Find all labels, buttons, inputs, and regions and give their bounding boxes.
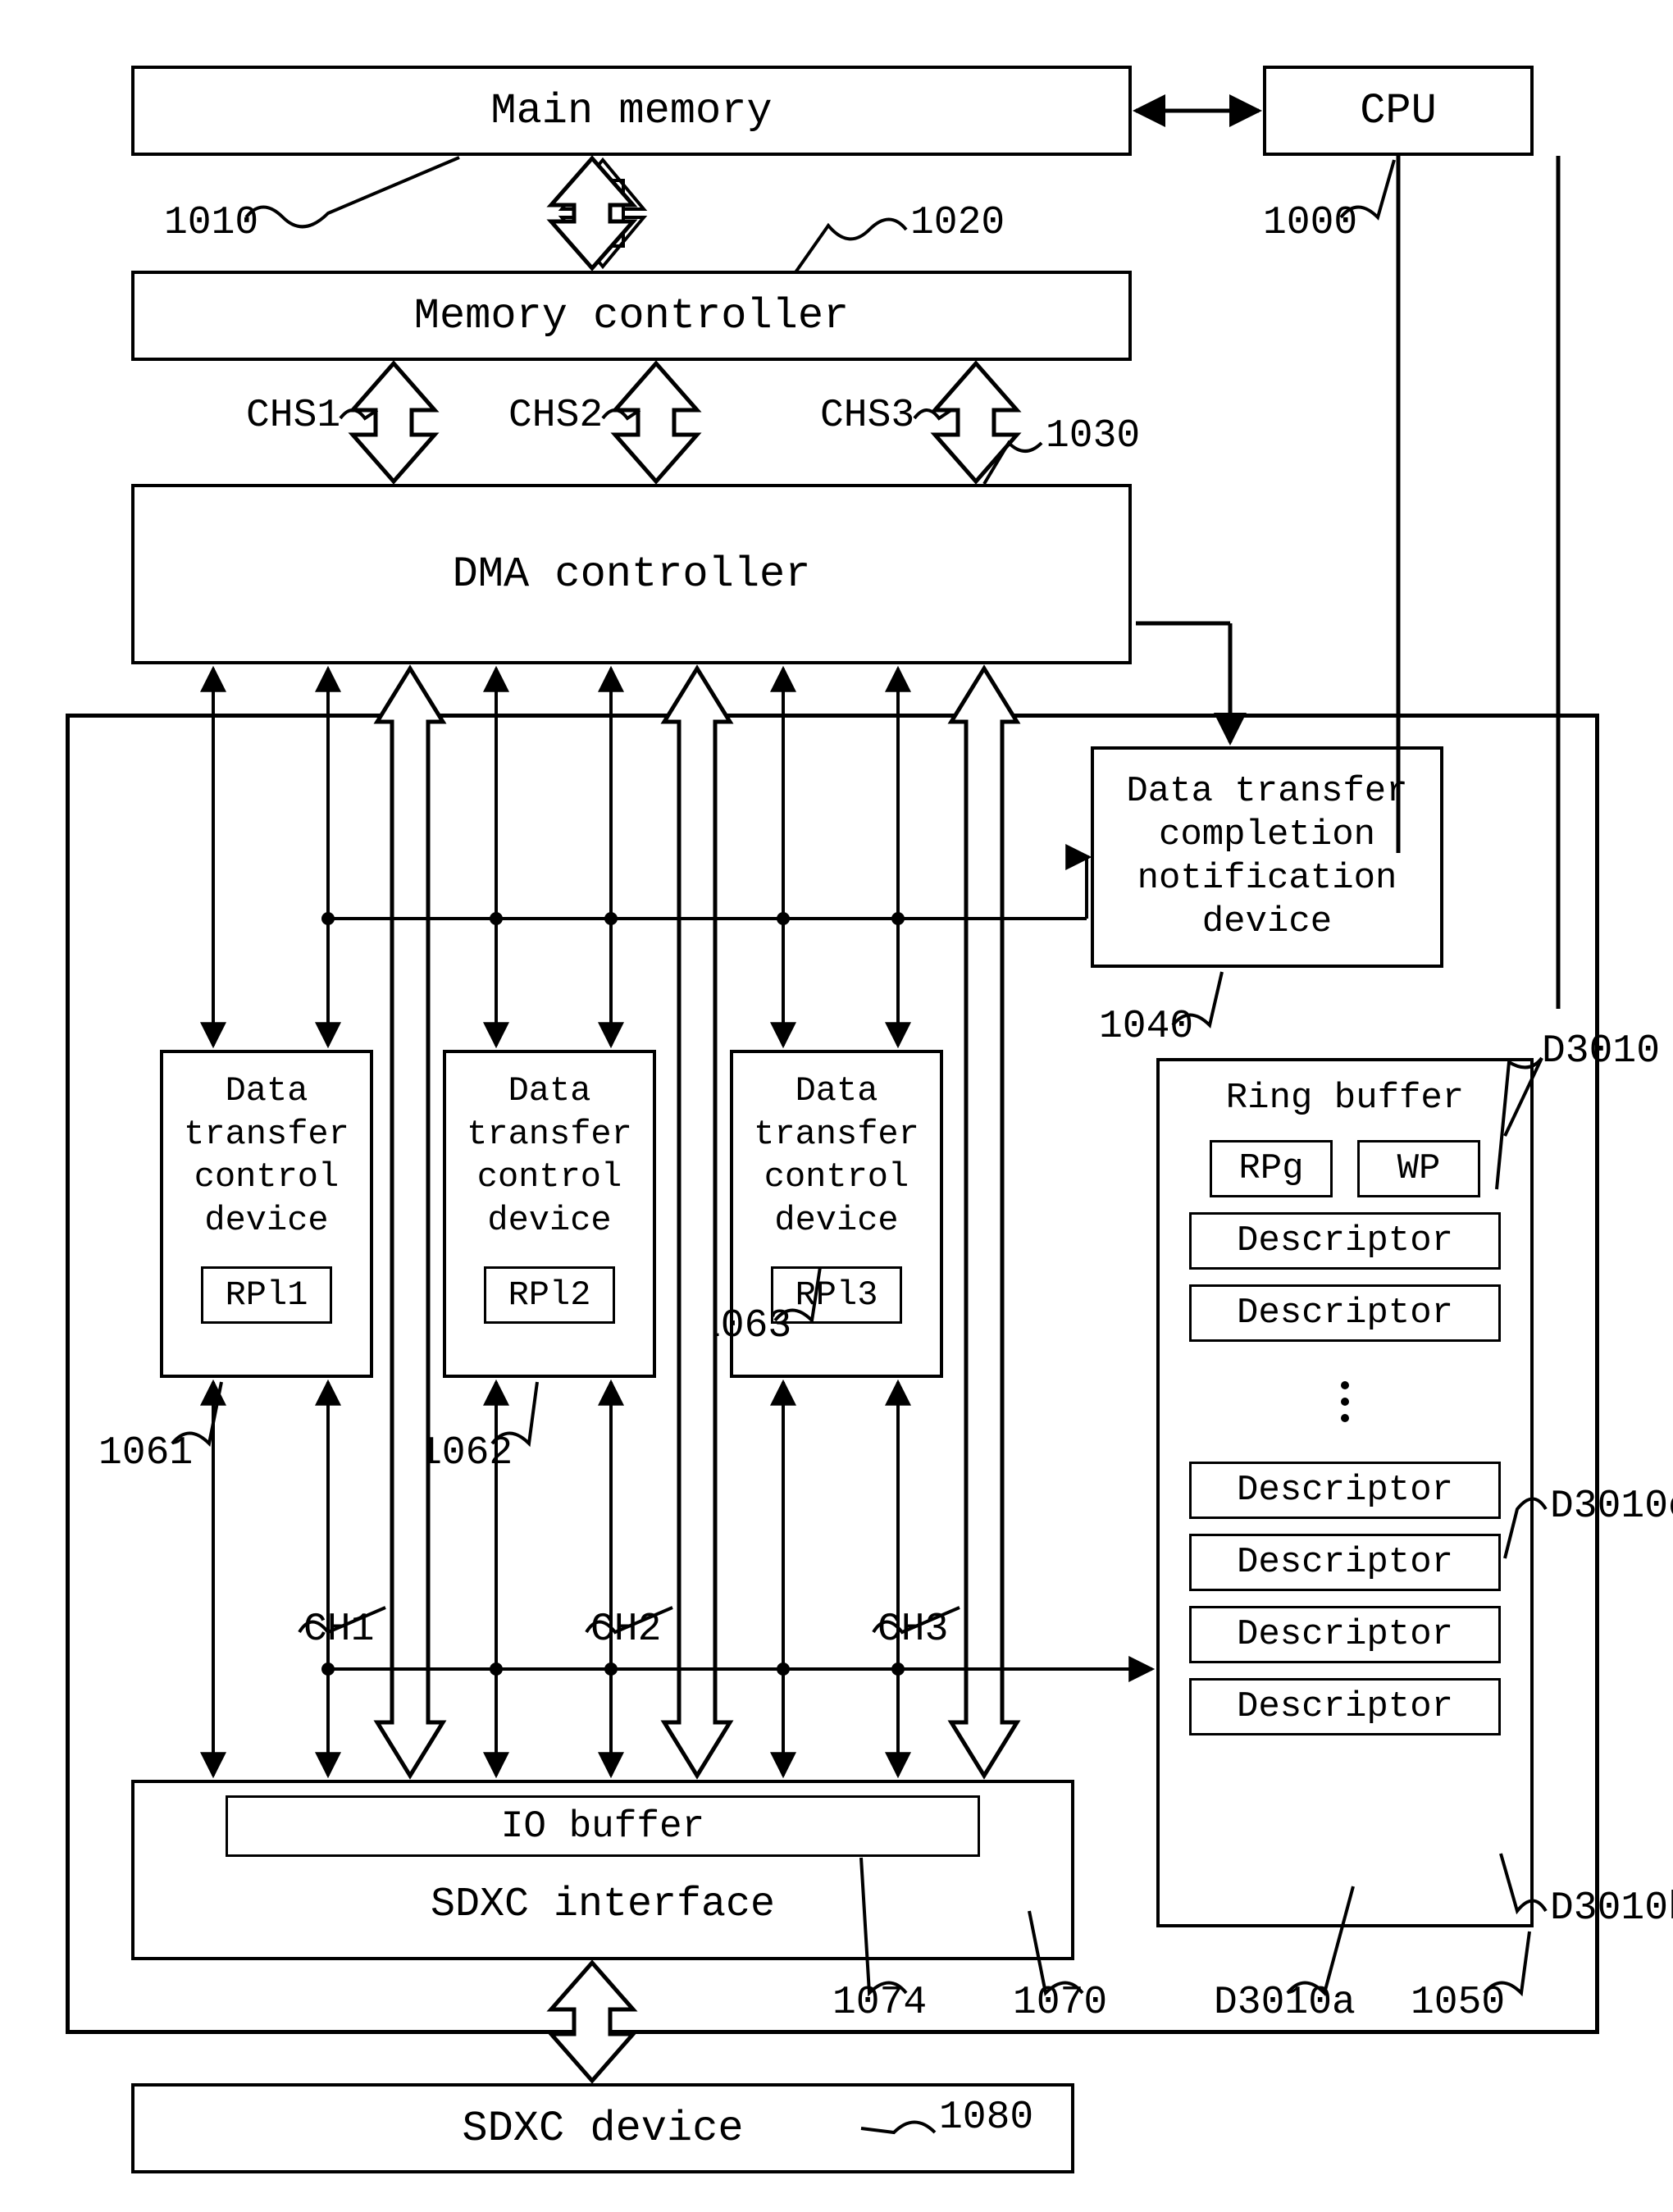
- dtcd-2-label: Data transfer control device: [467, 1070, 632, 1242]
- io-buffer-box: IO buffer: [226, 1795, 980, 1857]
- ref-D3010c: D3010c: [1550, 1485, 1673, 1529]
- dma-controller-label: DMA controller: [453, 550, 811, 599]
- ring-buffer-label: Ring buffer: [1226, 1078, 1464, 1119]
- rpl2-label: RPl2: [508, 1274, 591, 1317]
- ref-1000: 1000: [1263, 201, 1357, 245]
- sdxc-interface-box: IO buffer SDXC interface: [131, 1780, 1074, 1960]
- ch3-label: CH3: [878, 1608, 948, 1652]
- ref-1061: 1061: [98, 1431, 193, 1475]
- ellipsis-dots: [1341, 1381, 1349, 1422]
- ref-1010: 1010: [164, 201, 258, 245]
- ref-1070: 1070: [1013, 1981, 1107, 2025]
- ref-D3010a: D3010a: [1214, 1981, 1356, 2025]
- ref-D3010b: D3010b: [1550, 1886, 1673, 1931]
- ref-D3010: D3010: [1542, 1029, 1660, 1074]
- main-memory-box: Main memory: [131, 66, 1132, 156]
- dtcd-1-box: Data transfer control device RPl1: [160, 1050, 373, 1378]
- cpu-box: CPU: [1263, 66, 1534, 156]
- sdxc-device-label: SDXC device: [462, 2105, 743, 2153]
- chs3-label: CHS3: [820, 394, 914, 438]
- ref-1020: 1020: [910, 201, 1005, 245]
- memory-controller-box: Memory controller: [131, 271, 1132, 361]
- rpl1-box: RPl1: [201, 1266, 332, 1324]
- descriptor-box-6: Descriptor: [1189, 1678, 1501, 1735]
- ref-1074: 1074: [832, 1981, 927, 2025]
- rpl1-label: RPl1: [226, 1274, 308, 1317]
- memory-controller-label: Memory controller: [414, 292, 850, 340]
- dtcd-2-box: Data transfer control device RPl2: [443, 1050, 656, 1378]
- descriptor-box-3: Descriptor: [1189, 1462, 1501, 1519]
- cpu-label: CPU: [1360, 87, 1437, 135]
- ref-1063: 1063: [697, 1304, 791, 1348]
- wp-box: WP: [1357, 1140, 1480, 1197]
- notification-device-box: Data transfer completion notification de…: [1091, 746, 1443, 968]
- ref-1040: 1040: [1099, 1005, 1193, 1049]
- chs2-label: CHS2: [508, 394, 603, 438]
- sdxc-interface-label: SDXC interface: [431, 1881, 775, 1928]
- dtcd-1-label: Data transfer control device: [184, 1070, 349, 1242]
- sdxc-device-box: SDXC device: [131, 2083, 1074, 2173]
- diagram-canvas: Main memory CPU Memory controller DMA co…: [0, 0, 1673, 2212]
- descriptor-box-1: Descriptor: [1189, 1212, 1501, 1270]
- ref-1062: 1062: [418, 1431, 513, 1475]
- dtcd-3-label: Data transfer control device: [754, 1070, 919, 1242]
- ring-buffer-box: Ring buffer RPg WP Descriptor Descriptor…: [1156, 1058, 1534, 1927]
- ch1-label: CH1: [303, 1608, 374, 1652]
- rpg-box: RPg: [1210, 1140, 1333, 1197]
- descriptor-box-2: Descriptor: [1189, 1284, 1501, 1342]
- ch2-label: CH2: [590, 1608, 661, 1652]
- notification-device-label: Data transfer completion notification de…: [1126, 770, 1407, 943]
- ref-1030: 1030: [1046, 414, 1140, 458]
- ref-1050: 1050: [1411, 1981, 1505, 2025]
- descriptor-box-5: Descriptor: [1189, 1606, 1501, 1663]
- main-memory-label: Main memory: [490, 87, 772, 135]
- descriptor-box-4: Descriptor: [1189, 1534, 1501, 1591]
- rpl2-box: RPl2: [484, 1266, 615, 1324]
- ref-1080: 1080: [939, 2096, 1033, 2140]
- rpl3-label: RPl3: [795, 1274, 878, 1317]
- dma-controller-box: DMA controller: [131, 484, 1132, 664]
- chs1-label: CHS1: [246, 394, 340, 438]
- io-buffer-label: IO buffer: [501, 1805, 704, 1848]
